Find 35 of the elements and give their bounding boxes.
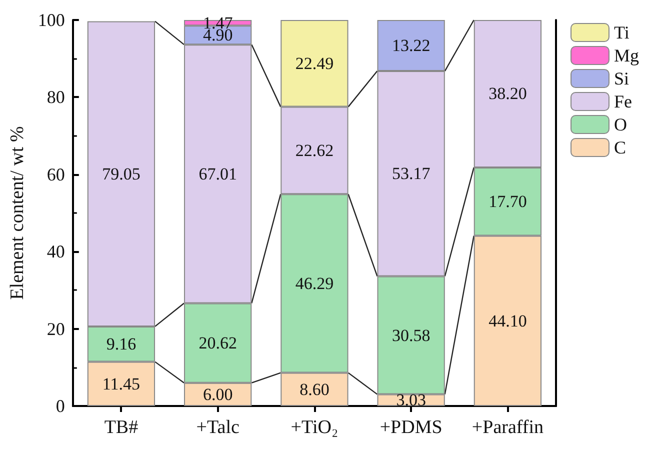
x-tick-label: +Paraffin <box>472 417 544 438</box>
x-tick-label: +Talc <box>196 417 240 438</box>
legend-label: Fe <box>614 92 632 112</box>
y-tick-label: 40 <box>46 242 65 262</box>
data-label: 22.49 <box>295 54 334 73</box>
data-label: 79.05 <box>102 164 140 184</box>
y-axis-title: Element content/ wt % <box>7 126 28 300</box>
y-tick-label: 80 <box>46 87 65 108</box>
legend-label: Si <box>614 68 630 88</box>
legend-label: O <box>614 114 627 134</box>
data-label: 9.16 <box>106 334 136 354</box>
y-tick-label: 100 <box>38 10 65 30</box>
data-label: 44.10 <box>488 311 527 330</box>
data-label: 46.29 <box>295 274 334 293</box>
data-label: 3.03 <box>396 390 426 410</box>
data-label: 22.62 <box>295 140 334 160</box>
legend-label: Ti <box>614 22 630 42</box>
data-label: 20.62 <box>198 334 237 353</box>
y-tick-label: 60 <box>46 164 65 184</box>
data-label: 30.58 <box>392 326 430 345</box>
x-tick-label: +TiO₂ <box>290 417 338 438</box>
data-label: 6.00 <box>202 384 233 404</box>
legend-label: Mg <box>614 46 640 66</box>
data-label: 67.01 <box>198 164 237 184</box>
data-label: 17.70 <box>488 192 527 212</box>
y-tick-label: 0 <box>56 396 65 416</box>
data-label: 11.45 <box>102 374 140 394</box>
y-tick-label: 20 <box>46 318 65 339</box>
data-label: 53.17 <box>392 164 431 184</box>
legend-label: C <box>614 138 626 158</box>
x-tick-label: +PDMS <box>380 417 442 438</box>
data-label: 8.60 <box>300 380 330 399</box>
data-label: 13.22 <box>392 36 430 56</box>
x-tick-label: TB# <box>104 417 139 438</box>
data-label: 38.20 <box>488 84 527 104</box>
